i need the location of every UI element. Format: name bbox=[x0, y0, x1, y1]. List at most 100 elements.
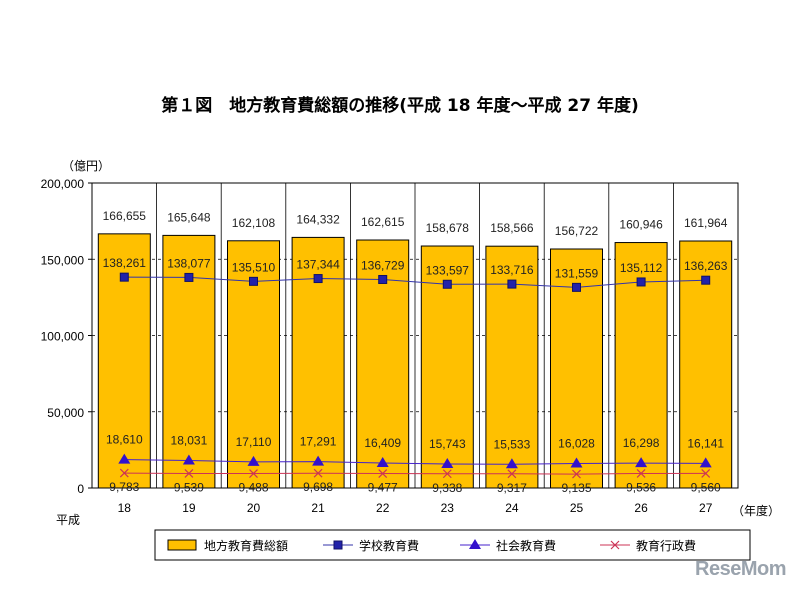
line-data-label: 16,028 bbox=[558, 437, 595, 451]
triangle-marker bbox=[376, 456, 389, 467]
triangle-marker bbox=[570, 457, 583, 468]
x-tick-label: 22 bbox=[376, 501, 390, 515]
x-axis-label: （年度） bbox=[732, 503, 780, 518]
line-data-label: 17,110 bbox=[236, 435, 272, 449]
line-data-label: 133,597 bbox=[426, 263, 470, 277]
x-marker bbox=[184, 469, 194, 478]
bar-data-label: 158,678 bbox=[426, 221, 470, 235]
triangle-marker bbox=[118, 453, 131, 464]
bar-data-label: 164,332 bbox=[296, 212, 340, 226]
line-data-label: 133,716 bbox=[490, 263, 534, 277]
bar-data-label: 162,108 bbox=[232, 216, 276, 230]
legend-swatch bbox=[167, 539, 197, 551]
square-marker bbox=[636, 277, 646, 287]
line-data-label: 9,488 bbox=[238, 481, 268, 495]
square-marker bbox=[249, 276, 258, 286]
bar-data-label: 162,615 bbox=[361, 215, 405, 229]
y-tick-label: 150,000 bbox=[41, 253, 85, 267]
bar-data-label: 166,655 bbox=[103, 209, 147, 223]
line-data-label: 9,536 bbox=[626, 480, 656, 494]
series-line bbox=[124, 472, 706, 475]
line-data-label: 9,698 bbox=[303, 480, 333, 494]
line-data-label: 131,559 bbox=[555, 266, 599, 280]
legend-label: 社会教育費 bbox=[496, 538, 556, 553]
square-marker bbox=[119, 272, 129, 282]
x-marker bbox=[636, 469, 646, 478]
line-data-label: 15,533 bbox=[494, 437, 531, 451]
triangle-marker bbox=[441, 457, 454, 468]
legend-label: 地方教育費総額 bbox=[204, 538, 288, 553]
bar-data-label: 165,648 bbox=[167, 210, 211, 224]
line-data-label: 136,263 bbox=[684, 259, 728, 273]
y-tick-label: 0 bbox=[77, 482, 84, 496]
bar bbox=[97, 233, 151, 489]
line-data-label: 18,610 bbox=[106, 433, 143, 447]
y-tick-label: 100,000 bbox=[41, 330, 85, 344]
x-tick-label: 23 bbox=[441, 501, 455, 515]
x-tick-label: 24 bbox=[505, 501, 519, 515]
line-data-label: 137,344 bbox=[296, 258, 340, 272]
line-data-label: 9,560 bbox=[691, 480, 721, 494]
triangle-marker bbox=[312, 455, 325, 466]
x-tick-label: 19 bbox=[182, 501, 196, 515]
line-data-label: 16,409 bbox=[364, 436, 401, 450]
line-data-label: 9,783 bbox=[109, 480, 139, 494]
x-marker bbox=[507, 469, 517, 479]
line-data-label: 9,338 bbox=[432, 481, 462, 495]
series-line bbox=[124, 276, 706, 288]
chart-title: 第１図 地方教育費総額の推移(平成 18 年度～平成 27 年度) bbox=[161, 95, 639, 116]
line-data-label: 16,298 bbox=[623, 436, 660, 450]
line-data-label: 138,077 bbox=[167, 256, 211, 270]
triangle-marker bbox=[635, 457, 648, 468]
x-tick-label: 27 bbox=[699, 501, 713, 515]
triangle-marker bbox=[699, 457, 712, 468]
triangle-marker bbox=[469, 539, 481, 549]
legend: 地方教育費総額 学校教育費 社会教育費 教育行政費 bbox=[154, 529, 751, 561]
square-marker bbox=[378, 274, 388, 284]
x-tick-label: 18 bbox=[118, 501, 132, 515]
square-marker bbox=[572, 282, 581, 292]
square-marker bbox=[333, 540, 343, 550]
line-data-label: 9,477 bbox=[368, 481, 398, 495]
x-marker bbox=[701, 468, 711, 478]
legend-label: 教育行政費 bbox=[636, 538, 696, 553]
line-data-label: 9,317 bbox=[497, 481, 527, 495]
triangle-marker bbox=[247, 455, 260, 466]
legend-box bbox=[154, 529, 751, 561]
line-data-label: 16,141 bbox=[687, 436, 724, 450]
line-data-label: 136,729 bbox=[361, 258, 405, 272]
bar-data-label: 160,946 bbox=[619, 218, 663, 232]
square-marker bbox=[184, 272, 194, 282]
y-tick-label: 200,000 bbox=[41, 177, 85, 191]
square-marker bbox=[313, 274, 323, 284]
square-marker bbox=[701, 275, 711, 285]
x-marker bbox=[610, 540, 620, 550]
x-marker bbox=[442, 469, 452, 479]
x-tick-label: 21 bbox=[311, 501, 325, 515]
x-tick-label: 25 bbox=[570, 501, 584, 515]
x-marker bbox=[249, 469, 258, 478]
x-marker bbox=[119, 468, 129, 478]
bar-data-label: 156,722 bbox=[555, 224, 599, 238]
legend-label: 学校教育費 bbox=[359, 538, 419, 553]
y-axis-label: （億円） bbox=[62, 159, 110, 173]
line-data-label: 135,112 bbox=[620, 261, 663, 275]
series-line bbox=[124, 459, 706, 465]
x-marker bbox=[378, 469, 388, 478]
bar-data-label: 158,566 bbox=[490, 221, 534, 235]
square-marker bbox=[507, 279, 517, 289]
triangle-marker bbox=[505, 458, 518, 469]
x-tick-label: 20 bbox=[247, 501, 261, 515]
x-axis-prefix: 平成 bbox=[56, 513, 80, 527]
bar-data-label: 161,964 bbox=[684, 216, 728, 230]
line-data-label: 15,743 bbox=[429, 437, 466, 451]
line-data-label: 9,539 bbox=[174, 480, 204, 494]
line-data-label: 9,135 bbox=[561, 481, 591, 495]
line-data-label: 17,291 bbox=[300, 435, 337, 449]
x-marker bbox=[572, 469, 581, 479]
x-marker bbox=[313, 468, 323, 478]
line-data-label: 138,261 bbox=[103, 256, 147, 270]
y-tick-label: 50,000 bbox=[47, 406, 84, 420]
x-tick-label: 26 bbox=[634, 501, 648, 515]
